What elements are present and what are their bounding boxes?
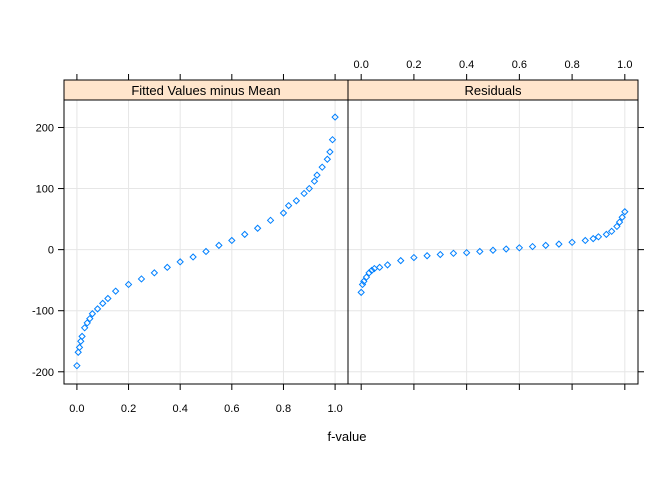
point-1-26	[602, 230, 611, 239]
point-1-29	[615, 218, 624, 226]
point-0-31	[313, 171, 321, 179]
x-tick-label-0-5: 1.0	[327, 403, 342, 415]
strip-label-0: Fitted Values minus Mean	[131, 83, 280, 98]
point-1-19	[528, 242, 537, 251]
point-1-8	[383, 261, 392, 269]
point-1-21	[555, 240, 563, 248]
point-1-5	[368, 266, 376, 275]
point-1-0	[357, 288, 365, 297]
points-layer	[73, 113, 629, 370]
point-0-33	[323, 155, 332, 163]
ticks-layer: 0.0 0.2 0.4 0.6 0.8 1.0 0.0 0.2 0.4 0.6 0.8 1.0 -200…	[32, 59, 644, 415]
point-0-5	[80, 324, 89, 332]
x-tick-label-1-0: 0.0	[354, 59, 369, 71]
point-1-25	[594, 233, 603, 241]
point-0-22	[241, 230, 249, 239]
point-0-32	[318, 163, 326, 171]
point-1-24	[589, 234, 597, 243]
point-0-20	[215, 241, 223, 250]
point-1-20	[542, 241, 550, 250]
point-0-7	[86, 314, 94, 323]
point-1-14	[462, 248, 471, 257]
point-0-23	[253, 224, 262, 232]
y-tick-label-4: 200	[36, 122, 54, 134]
panel-frame-0	[63, 99, 349, 385]
x-tick-label-1-1: 0.2	[406, 59, 421, 71]
point-0-34	[326, 148, 334, 156]
point-0-15	[150, 269, 159, 277]
point-1-16	[489, 246, 497, 254]
x-tick-label-0-0: 0.0	[69, 403, 84, 415]
point-0-14	[137, 275, 146, 283]
point-0-35	[328, 135, 337, 144]
point-0-30	[310, 177, 319, 185]
point-1-15	[476, 247, 484, 256]
point-0-19	[202, 247, 210, 256]
point-1-3	[362, 273, 371, 281]
point-1-27	[607, 227, 616, 236]
point-0-0	[73, 361, 81, 370]
point-0-6	[83, 319, 91, 327]
point-0-3	[77, 337, 85, 345]
x-tick-label-1-3: 0.6	[512, 59, 527, 71]
y-tick-label-0: -200	[32, 367, 54, 379]
point-0-25	[279, 209, 288, 217]
point-0-13	[124, 280, 133, 289]
point-0-36	[331, 113, 339, 121]
point-1-31	[621, 208, 629, 216]
point-1-17	[502, 245, 510, 253]
point-0-2	[75, 343, 84, 352]
point-0-17	[176, 258, 184, 266]
x-tick-label-0-1: 0.2	[121, 403, 136, 415]
point-1-30	[618, 213, 626, 221]
y-tick-label-3: 100	[36, 184, 54, 196]
point-0-24	[266, 216, 275, 225]
x-tick-label-1-4: 0.8	[564, 59, 579, 71]
x-tick-label-1-2: 0.4	[459, 59, 474, 71]
point-0-26	[284, 201, 293, 210]
point-0-1	[74, 348, 82, 356]
point-0-4	[78, 332, 86, 341]
point-0-21	[228, 236, 236, 245]
point-0-9	[93, 305, 102, 313]
point-1-23	[581, 236, 589, 245]
point-1-1	[358, 280, 367, 289]
point-0-11	[104, 294, 112, 303]
x-tick-label-0-4: 0.8	[276, 403, 291, 415]
point-1-7	[375, 263, 384, 272]
point-1-18	[515, 244, 524, 252]
x-tick-label-1-5: 1.0	[617, 59, 632, 71]
x-tick-label-0-2: 0.4	[173, 403, 188, 415]
panel-frame-1	[347, 99, 639, 385]
point-1-4	[365, 269, 373, 277]
point-0-16	[163, 263, 171, 272]
strip-label-1: Residuals	[464, 83, 522, 98]
point-1-2	[360, 277, 368, 286]
point-1-22	[568, 238, 576, 247]
x-tick-label-0-3: 0.6	[224, 403, 239, 415]
point-0-28	[300, 189, 308, 198]
point-1-12	[436, 250, 444, 259]
point-1-13	[449, 249, 458, 258]
y-tick-label-1: -100	[32, 306, 54, 318]
point-0-18	[189, 253, 197, 261]
frame-layer: Fitted Values minus Mean Residuals	[63, 79, 639, 385]
point-1-11	[423, 252, 431, 260]
point-0-10	[99, 299, 107, 308]
point-1-9	[397, 256, 405, 265]
point-0-12	[111, 287, 120, 295]
point-1-10	[410, 253, 418, 262]
y-tick-label-2: 0	[48, 245, 54, 257]
point-0-27	[292, 197, 301, 205]
x-axis-title: f-value	[327, 429, 366, 444]
point-0-29	[305, 184, 313, 193]
point-1-28	[613, 222, 621, 231]
point-0-8	[88, 310, 97, 318]
grid-layer	[64, 100, 638, 384]
